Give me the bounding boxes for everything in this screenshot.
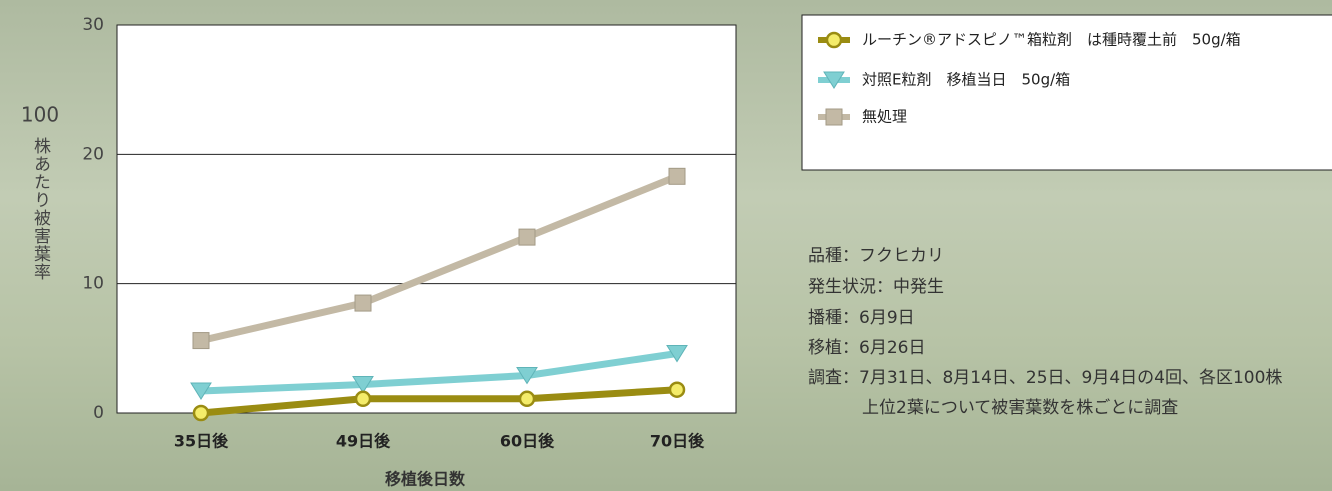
annotation: 移植：6月26日 — [808, 338, 925, 358]
chart: 移植後日数 0 10 20 30 100 株あたり被害葉率 35日後 49日後 60日後 70日後… — [0, 0, 1332, 491]
marker — [356, 392, 370, 406]
y-axis-label: 100 — [21, 103, 59, 127]
marker — [194, 406, 208, 420]
legend-marker — [827, 33, 841, 47]
y-tick-label: 0 — [93, 403, 104, 423]
legend-label: 無処理 — [862, 108, 907, 126]
marker — [355, 295, 371, 311]
y-tick-label: 30 — [82, 15, 104, 35]
x-tick-label: 70日後 — [650, 432, 705, 451]
x-tick-label: 49日後 — [336, 432, 391, 451]
marker — [670, 383, 684, 397]
marker — [520, 392, 534, 406]
annotation: 品種：フクヒカリ — [808, 246, 944, 266]
legend-marker — [826, 109, 842, 125]
marker — [193, 333, 209, 349]
annotation: 上位2葉について被害葉数を株ごとに調査 — [862, 398, 1178, 418]
x-axis-label: 移植後日数 — [385, 470, 466, 489]
annotation: 播種：6月9日 — [808, 308, 915, 328]
legend-label: 対照E粒剤 移植当日 50g/箱 — [862, 71, 1070, 89]
x-tick-label: 60日後 — [500, 432, 555, 451]
annotation: 発生状況：中発生 — [808, 277, 944, 297]
marker — [519, 229, 535, 245]
y-axis-label: 株あたり被害葉率 — [30, 137, 51, 281]
y-tick-label: 20 — [82, 144, 104, 164]
y-tick-label: 10 — [82, 274, 104, 294]
legend-label: ルーチン®アドスピノ™箱粒剤 は種時覆土前 50g/箱 — [862, 31, 1241, 49]
x-tick-label: 35日後 — [174, 432, 229, 451]
plot-area — [117, 25, 736, 413]
annotation: 調査：7月31日、8月14日、25日、9月4日の4回、各区100株 — [808, 368, 1282, 388]
marker — [669, 168, 685, 184]
